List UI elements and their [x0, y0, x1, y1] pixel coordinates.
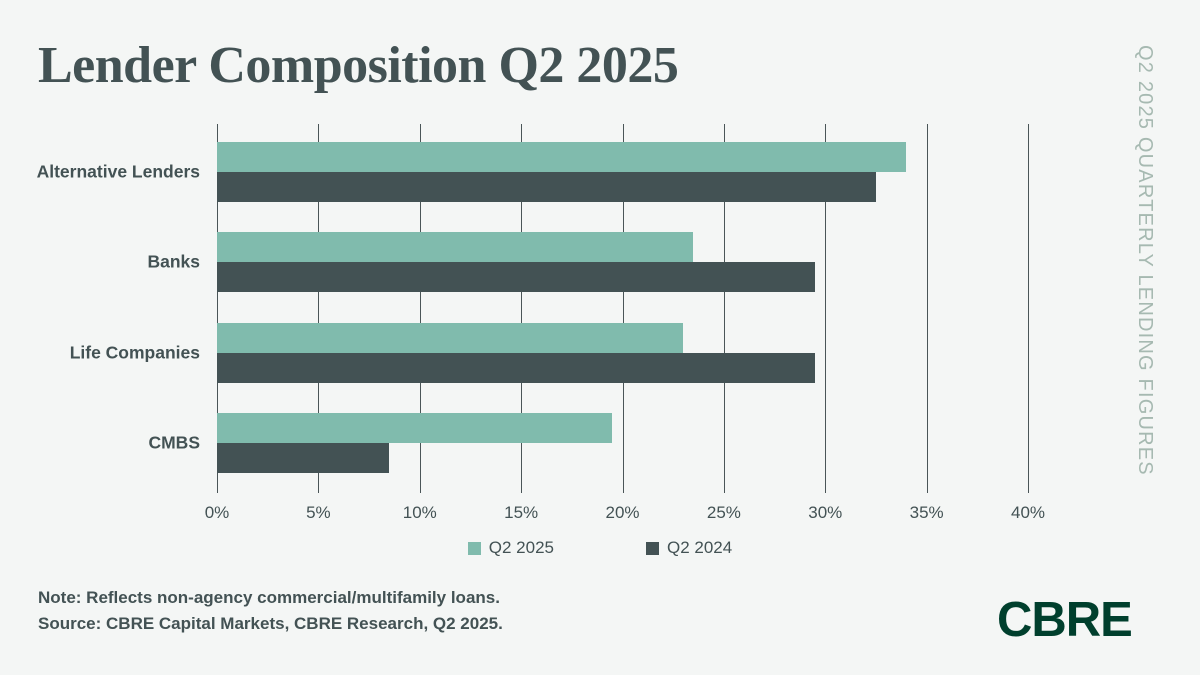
legend-label: Q2 2025: [488, 538, 554, 557]
note-text: Note: Reflects non-agency commercial/mul…: [38, 588, 500, 607]
plot-area: [217, 124, 1029, 493]
bar-q2-2025: [217, 142, 907, 172]
gridline: [825, 124, 827, 493]
category-label: Banks: [147, 251, 200, 272]
x-tick-label: 15%: [504, 503, 539, 522]
cbre-logo: CBRE: [997, 593, 1133, 647]
x-tick-label: 40%: [1010, 503, 1046, 522]
gridline: [318, 124, 320, 493]
bar-q2-2025: [217, 412, 613, 443]
x-tick-label: 30%: [808, 503, 843, 522]
chart-legend: Q2 2025 Q2 2024: [50, 538, 1150, 558]
category-label: Life Companies: [69, 342, 200, 363]
bar-q2-2025: [217, 322, 684, 353]
bar-q2-2025: [217, 232, 694, 263]
category-label: CMBS: [148, 432, 200, 453]
legend-item: Q2 2024: [646, 538, 732, 558]
gridline: [419, 124, 421, 493]
vertical-watermark: Q2 2025 QUARTERLY LENDING FIGURES: [1134, 45, 1156, 476]
bar-q2-2024: [217, 442, 390, 473]
legend-swatch-icon: [646, 541, 659, 555]
page-title: Lender Composition Q2 2025: [38, 37, 679, 94]
x-tick-label: 35%: [909, 503, 944, 522]
source-text: Source: CBRE Capital Markets, CBRE Resea…: [38, 614, 503, 633]
footnote-block: Note: Reflects non-agency commercial/mul…: [38, 585, 503, 637]
x-tick-label: 10%: [402, 503, 437, 522]
category-axis: Alternative Lenders Banks Life Companies CM…: [0, 124, 200, 493]
legend-item: Q2 2025: [467, 538, 554, 558]
bar-q2-2024: [217, 352, 816, 383]
legend-swatch-icon: [467, 541, 481, 555]
bar-q2-2024: [217, 172, 876, 202]
gridline: [1028, 124, 1029, 493]
gridline: [622, 124, 624, 493]
x-tick-label: 0%: [204, 503, 230, 522]
x-axis-ticks: 0% 5% 10% 15% 20% 25% 30% 35% 40%: [205, 503, 1045, 527]
bar-q2-2024: [217, 262, 816, 293]
gridline: [217, 124, 218, 493]
gridline: [521, 124, 523, 493]
gridline: [926, 124, 928, 493]
x-tick-label: 20%: [605, 503, 640, 522]
category-label: Alternative Lenders: [36, 161, 200, 182]
legend-label: Q2 2024: [667, 538, 733, 557]
x-tick-label: 5%: [306, 503, 331, 522]
x-tick-label: 25%: [706, 503, 741, 522]
gridline: [723, 124, 725, 493]
